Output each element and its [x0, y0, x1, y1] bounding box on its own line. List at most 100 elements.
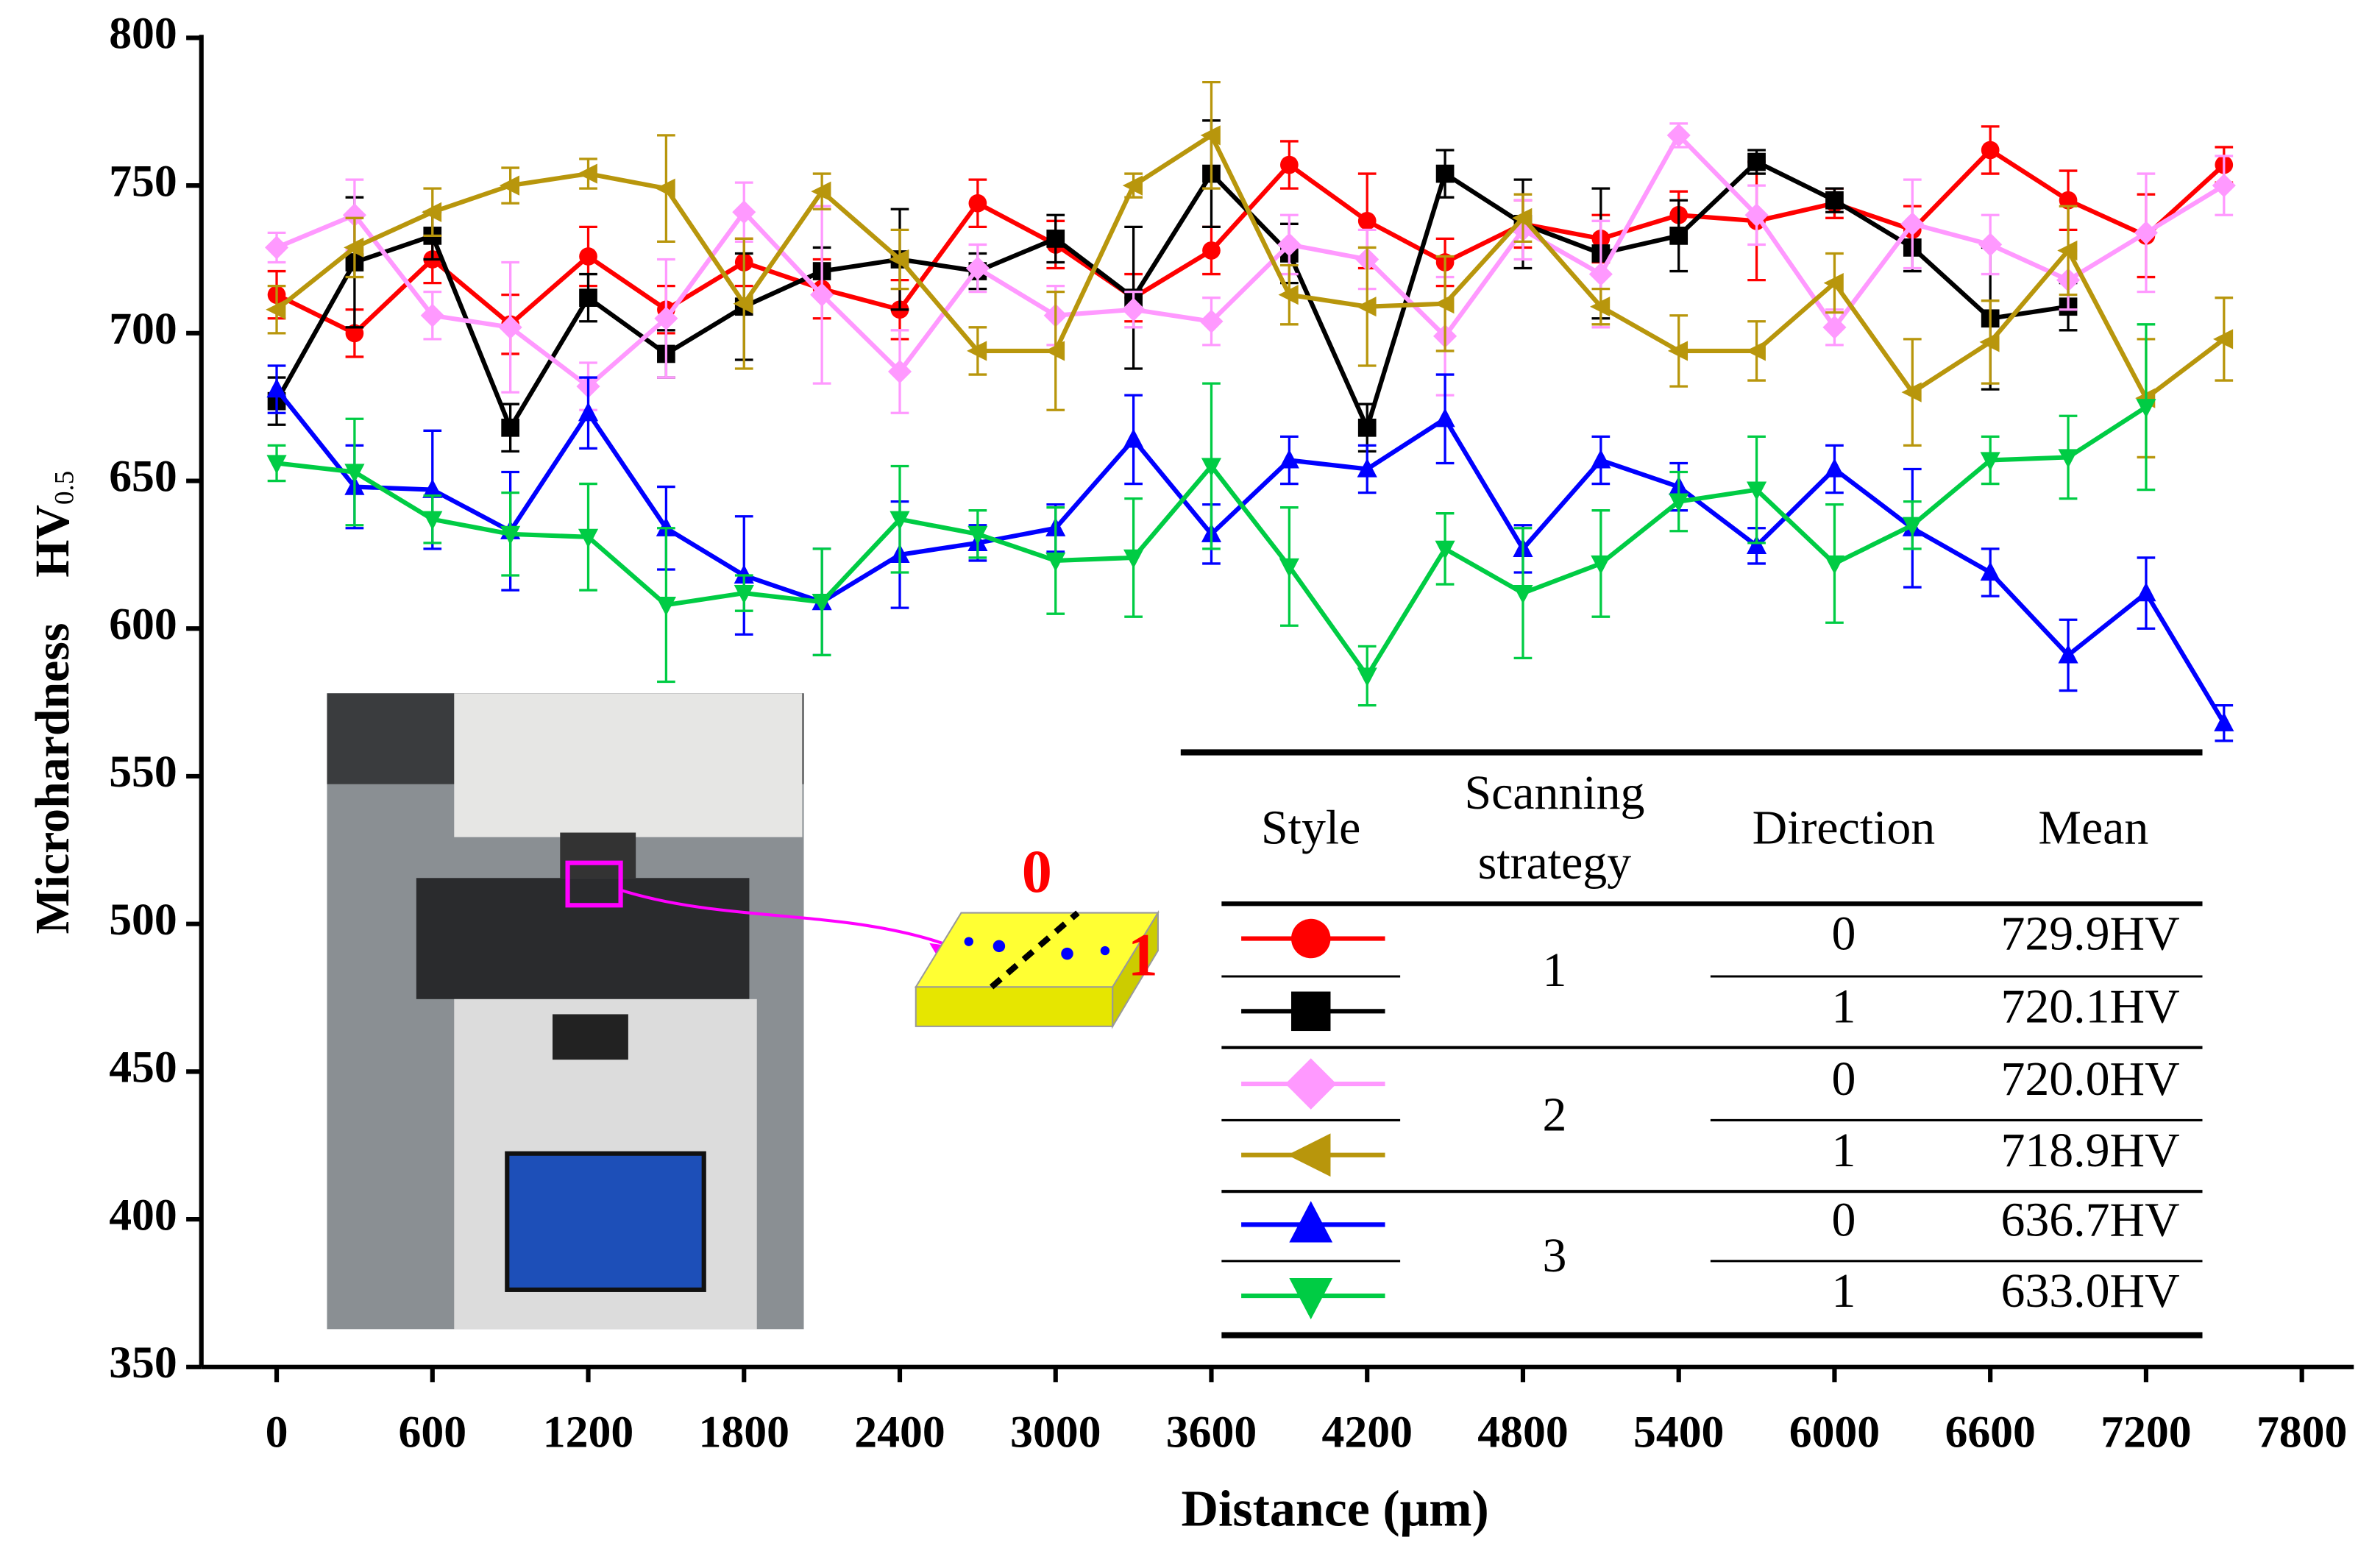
marker [1666, 123, 1691, 147]
marker [577, 163, 597, 184]
y-tick-label: 450 [109, 1043, 177, 1093]
marker [422, 478, 443, 498]
y-label-sub: 0.5 [49, 471, 79, 505]
y-axis-label: Microhardness HV0.5 [26, 471, 79, 934]
marker [887, 359, 912, 384]
marker [810, 283, 834, 307]
marker [1744, 203, 1769, 227]
series-line [275, 131, 2226, 390]
table-bg [1180, 752, 2203, 1335]
x-tick-label: 5400 [1633, 1408, 1724, 1458]
marker [965, 256, 990, 280]
y-label-unit: HV [26, 505, 79, 578]
marker [1357, 458, 1377, 478]
x-tick-label: 6600 [1945, 1408, 2035, 1458]
marker [1290, 918, 1331, 959]
table-cell: 3 [1543, 1229, 1567, 1283]
marker [2136, 582, 2156, 602]
table-cell: 1 [1831, 979, 1856, 1033]
marker [1902, 517, 1922, 536]
marker [501, 418, 519, 437]
x-tick-label: 1800 [699, 1408, 789, 1458]
table-cell: 0 [1831, 1052, 1856, 1106]
x-tick-label: 4200 [1322, 1408, 1413, 1458]
marker [2058, 644, 2078, 664]
marker [1201, 458, 1222, 478]
marker [1901, 382, 1922, 402]
x-tick-label: 600 [398, 1408, 466, 1458]
y-tick-label: 500 [109, 895, 177, 945]
marker [2212, 329, 2234, 350]
marker [1435, 164, 1455, 183]
marker [734, 584, 754, 604]
table-cell: 720.1HV [2000, 979, 2179, 1033]
marker [1045, 552, 1066, 572]
marker [1199, 309, 1224, 333]
marker [1356, 297, 1377, 317]
marker [1747, 152, 1766, 171]
marker [1285, 1058, 1337, 1110]
table-cell: 0 [1831, 1193, 1856, 1247]
marker [1435, 540, 1455, 560]
marker [732, 200, 756, 224]
marker [1981, 141, 2000, 160]
table-cell: 718.9HV [2000, 1124, 2179, 1177]
marker [1825, 191, 1844, 210]
marker [421, 202, 442, 222]
marker [1044, 341, 1065, 361]
marker [1434, 294, 1455, 314]
marker [1122, 175, 1143, 196]
marker [1280, 155, 1299, 174]
series-line [275, 147, 2226, 336]
marker [1287, 1133, 1331, 1177]
marker [2214, 712, 2234, 731]
marker [266, 378, 287, 398]
marker [1669, 493, 1689, 513]
y-tick-label: 400 [109, 1190, 177, 1240]
marker [967, 525, 988, 545]
table-cell: 720.0HV [2000, 1052, 2179, 1106]
marker [1978, 233, 2003, 257]
svg-text:MicrohardnessHV0.5: Microhardness HV0.5 [26, 471, 79, 934]
table-cell: 1 [1543, 943, 1567, 997]
table-cell: 636.7HV [2000, 1193, 2179, 1247]
marker [1357, 667, 1377, 687]
x-tick-label: 2400 [854, 1408, 945, 1458]
marker [1357, 211, 1377, 230]
series-line [275, 132, 2226, 402]
series-line [274, 159, 2069, 435]
marker [499, 175, 519, 196]
marker [1824, 555, 1845, 575]
marker [655, 178, 675, 199]
table-header: Direction [1753, 801, 1936, 855]
marker [1590, 297, 1611, 317]
y-tick-label: 600 [109, 599, 177, 649]
marker [2059, 191, 2078, 210]
marker [1357, 418, 1377, 437]
y-tick-label: 700 [109, 304, 177, 354]
marker [1435, 408, 1455, 428]
marker [2136, 399, 2156, 419]
marker [1123, 428, 1144, 448]
marker [1979, 332, 2000, 352]
marker [1279, 449, 1299, 469]
marker [1591, 555, 1611, 575]
x-axis-label: Distance (μm) [1181, 1480, 1488, 1537]
marker [578, 402, 599, 422]
marker [1746, 481, 1767, 501]
x-tick-label: 7200 [2101, 1408, 2191, 1458]
marker [1745, 341, 1766, 361]
x-tick-label: 7800 [2256, 1408, 2347, 1458]
x-tick-label: 3000 [1010, 1408, 1101, 1458]
direction-label: 1 [1128, 921, 1158, 988]
marker [266, 299, 286, 320]
y-tick-label: 550 [109, 747, 177, 797]
marker [420, 303, 444, 327]
marker [889, 249, 909, 270]
marker [812, 594, 832, 613]
x-tick-label: 4800 [1477, 1408, 1568, 1458]
marker [656, 517, 676, 536]
table-cell: 1 [1831, 1264, 1856, 1318]
y-tick-label: 750 [109, 156, 177, 206]
